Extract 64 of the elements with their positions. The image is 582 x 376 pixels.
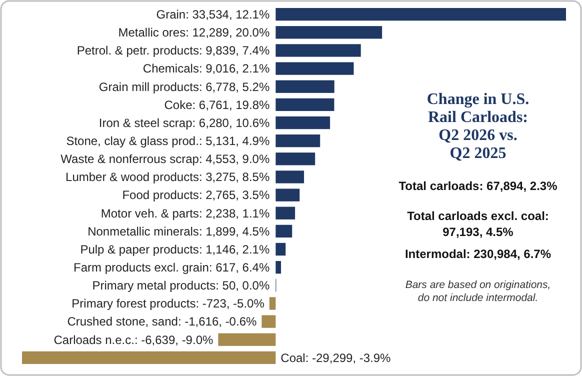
bar xyxy=(276,224,292,238)
data-label: : 5,131, 4.9% xyxy=(198,134,270,148)
y-tick-label: Petrol. & petr. products xyxy=(76,44,199,58)
annotation: Bars are based on originations, do not include intermodal. xyxy=(405,279,551,304)
y-tick-label: Lumber & wood products xyxy=(66,170,199,184)
y-tick-label: Stone, clay & glass prod. xyxy=(66,134,199,148)
y-tick-label: Primary metal products xyxy=(92,278,216,293)
bar xyxy=(276,26,382,39)
y-tick-label: Primary forest products xyxy=(72,296,196,311)
data-label: : 9,839, 7.4% xyxy=(198,44,270,58)
data-label: : -29,299, -3.9% xyxy=(305,350,392,365)
bar xyxy=(218,333,276,346)
data-label: : -1,616, -0.6% xyxy=(178,314,257,329)
y-tick-label: Farm products excl. grain xyxy=(74,260,209,275)
bar xyxy=(276,8,566,21)
bar xyxy=(269,297,276,310)
data-label: : 33,534, 12.1% xyxy=(186,8,270,22)
y-tick-label: Nonmetallic minerals xyxy=(88,224,199,238)
y-tick-label: Food products xyxy=(122,188,199,202)
annotation: Total carloads excl. coal: 97,193, 4.5% xyxy=(407,209,549,239)
y-tick-label: Chemicals xyxy=(142,62,199,76)
data-label: : -723, -5.0% xyxy=(196,296,265,311)
data-label: : -6,639, -9.0% xyxy=(134,332,214,347)
y-tick-label: Crushed stone, sand xyxy=(67,314,178,329)
data-label: : 6,280, 10.6% xyxy=(192,116,270,130)
bar xyxy=(276,206,296,220)
text: Change in U.S. Rail Carloads: Q2 2026 vs. Q2 2025 xyxy=(426,91,530,162)
y-tick-label: Iron & steel scrap xyxy=(98,116,193,130)
data-label: : 9,016, 2.1% xyxy=(198,62,270,76)
y-tick-label: Grain xyxy=(156,8,186,22)
data-label: : 6,778, 5.2% xyxy=(198,80,270,94)
data-label: : 1,899, 4.5% xyxy=(198,224,270,238)
data-label: : 2,765, 3.5% xyxy=(198,188,270,202)
y-tick-label: Grain mill products xyxy=(98,80,199,94)
bar xyxy=(276,44,361,57)
y-tick-label: Carloads n.e.c. xyxy=(54,332,134,347)
annotation: Intermodal: 230,984, 6.7% xyxy=(404,247,552,261)
data-label: : 6,761, 19.8% xyxy=(192,98,270,112)
data-label: : 2,238, 1.1% xyxy=(198,206,270,220)
data-label: : 12,289, 20.0% xyxy=(186,26,270,40)
annotation: Total carloads: 67,894, 2.3% xyxy=(398,179,558,193)
bar xyxy=(276,62,354,75)
y-tick-label: Waste & nonferrous scrap xyxy=(60,152,200,166)
y-tick-label: Pulp & paper products xyxy=(80,242,199,256)
bar xyxy=(276,116,330,130)
bar xyxy=(276,242,286,256)
y-tick-label: Coke xyxy=(164,98,193,112)
bar xyxy=(276,260,282,274)
data-label: : 617, 6.4% xyxy=(208,260,270,275)
data-label: : 4,553, 9.0% xyxy=(198,152,270,166)
bar xyxy=(276,152,316,166)
bar xyxy=(276,188,300,202)
bar xyxy=(276,80,334,93)
y-tick-label: Motor veh. & parts xyxy=(100,206,199,220)
y-tick-label: Coal xyxy=(280,350,306,365)
data-label: : 1,146, 2.1% xyxy=(198,242,270,256)
bar xyxy=(22,351,276,364)
y-tick-label: Metallic ores xyxy=(118,26,186,40)
data-label: : 50, 0.0% xyxy=(216,278,270,293)
data-label: : 3,275, 8.5% xyxy=(198,170,270,184)
bar xyxy=(276,134,320,148)
bar xyxy=(276,98,334,112)
bar xyxy=(276,170,304,184)
bar xyxy=(262,315,276,328)
